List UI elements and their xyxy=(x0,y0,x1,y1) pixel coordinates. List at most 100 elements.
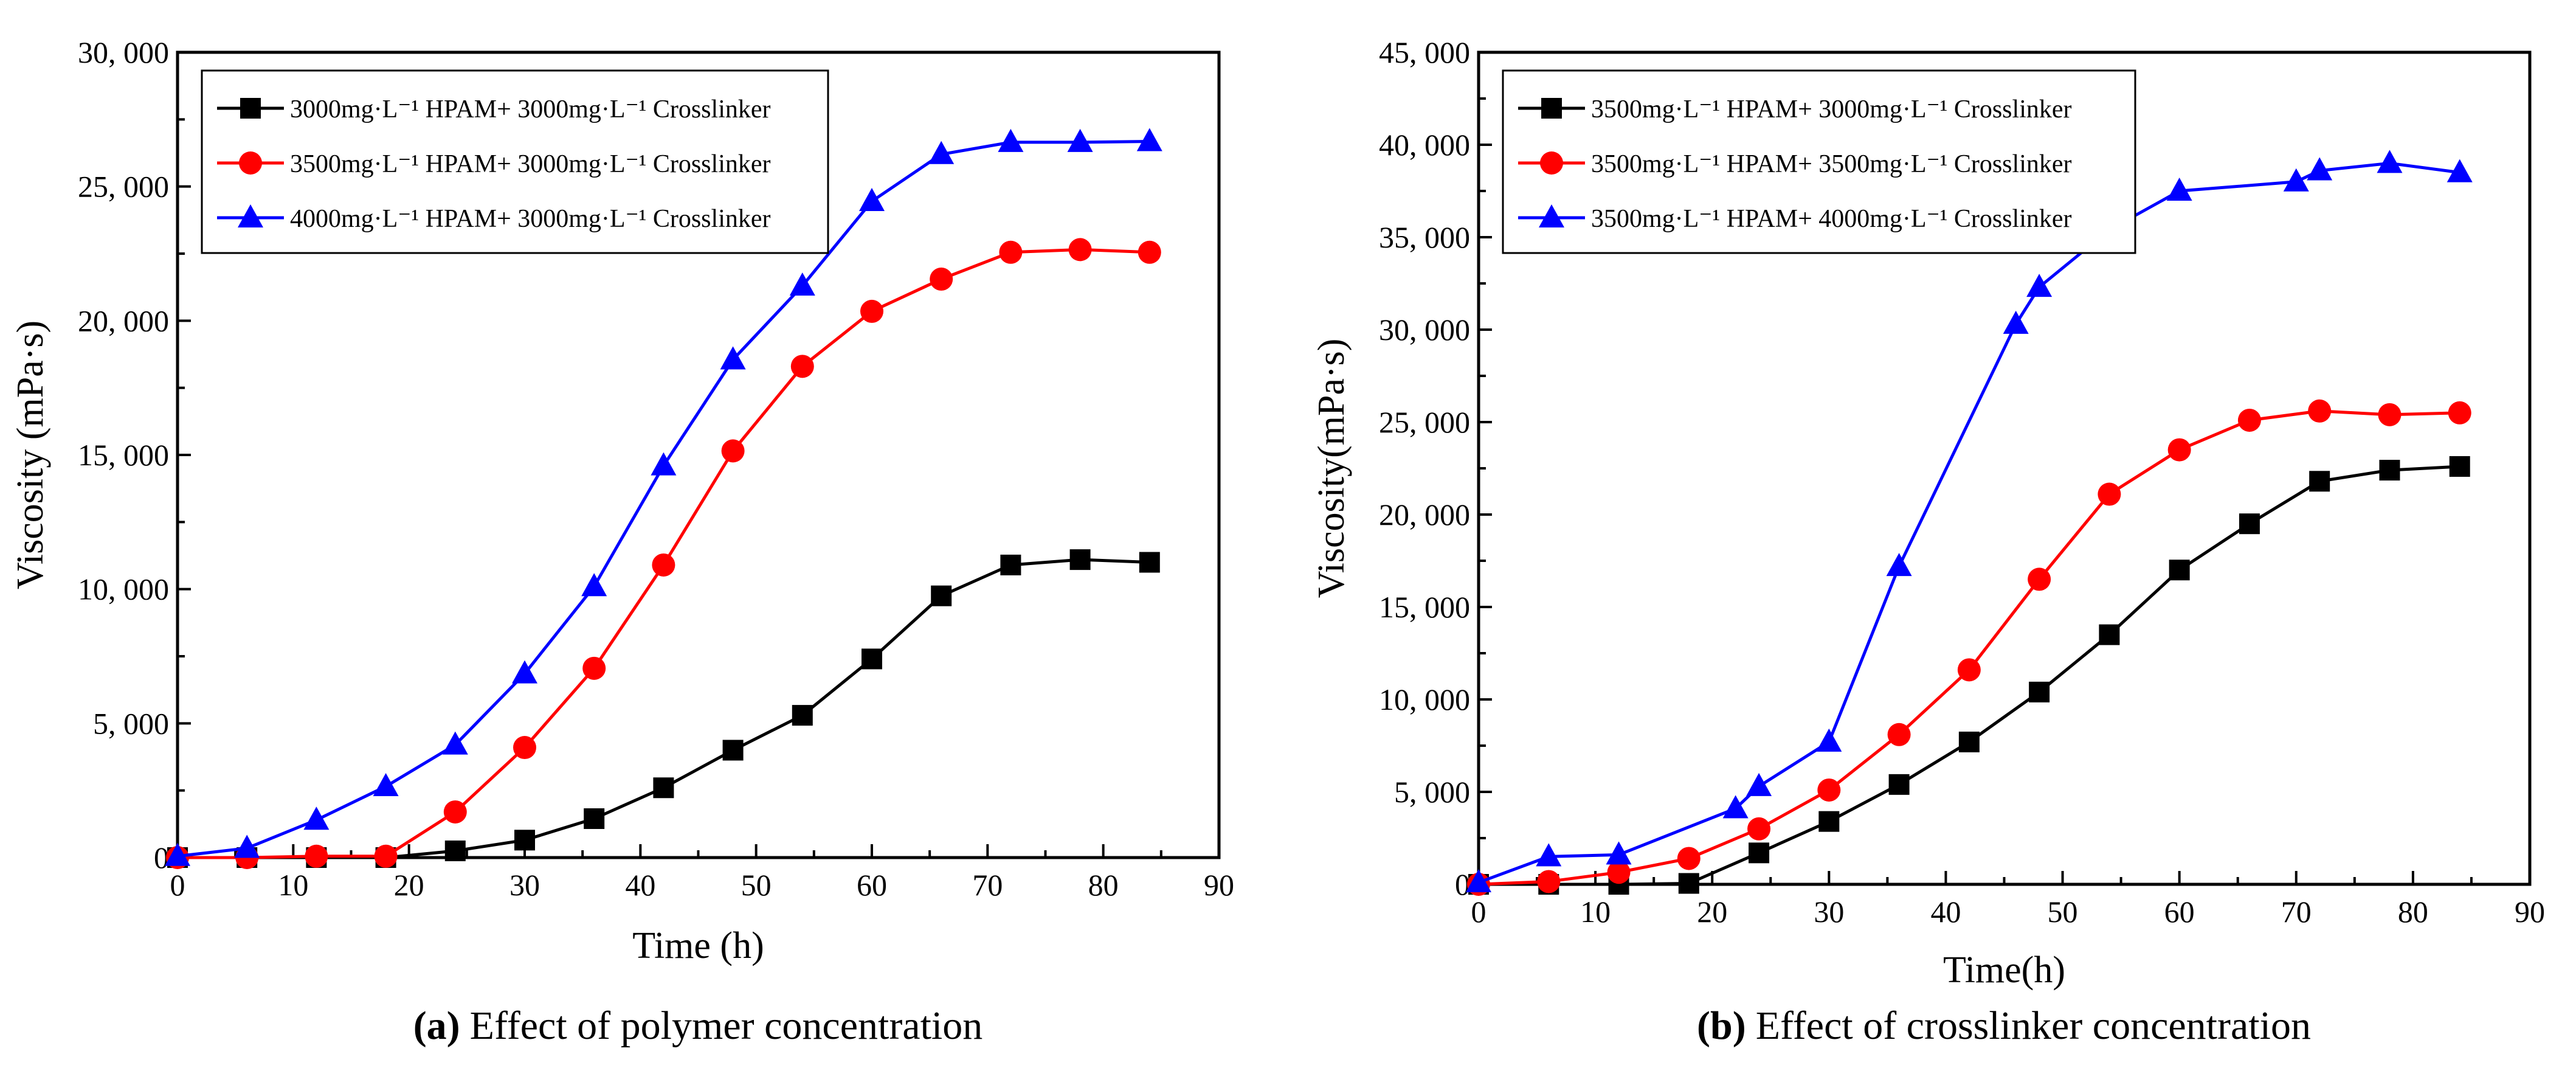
x-tick-label: 90 xyxy=(1204,868,1234,902)
square-marker xyxy=(2239,513,2260,535)
circle-marker xyxy=(1677,847,1701,870)
legend-item: 3500mg·L⁻¹ HPAM+ 3000mg·L⁻¹ Crosslinker xyxy=(217,150,771,178)
y-tick-label: 35, 000 xyxy=(1379,220,1470,254)
legend: 3000mg·L⁻¹ HPAM+ 3000mg·L⁻¹ Crosslinker 3… xyxy=(201,69,829,254)
triangle-marker xyxy=(442,731,468,755)
triangle-marker xyxy=(1536,843,1562,867)
square-marker xyxy=(1069,549,1091,570)
x-axis-title: Time (h) xyxy=(632,925,764,966)
series-circle xyxy=(1467,399,2471,896)
circle-marker xyxy=(721,439,745,463)
square-marker xyxy=(722,740,744,761)
x-tick-label: 0 xyxy=(1471,895,1487,929)
triangle-marker xyxy=(1606,841,1632,865)
triangle-marker xyxy=(512,660,537,684)
figure-caption: (a) Effect of polymer concentration xyxy=(413,1004,983,1048)
x-tick-label: 20 xyxy=(1697,895,1727,929)
circle-marker xyxy=(1957,658,1981,682)
triangle-marker xyxy=(651,452,677,476)
square-marker xyxy=(1888,774,1910,795)
triangle-marker xyxy=(2166,178,2192,201)
circle-marker xyxy=(513,736,536,760)
x-tick-label: 0 xyxy=(170,868,185,902)
triangle-marker xyxy=(238,204,263,227)
square-marker xyxy=(1000,554,1021,575)
y-tick-label: 10, 000 xyxy=(1379,682,1470,716)
y-tick-label: 40, 000 xyxy=(1379,128,1470,162)
x-tick-label: 40 xyxy=(1930,895,1961,929)
y-tick-label: 30, 000 xyxy=(78,35,169,69)
y-tick-label: 25, 000 xyxy=(78,170,169,204)
y-tick-label: 5, 000 xyxy=(93,706,169,740)
series-line xyxy=(1478,161,2460,884)
series-circle xyxy=(166,238,1161,869)
circle-marker xyxy=(305,844,328,868)
triangle-marker xyxy=(1746,772,1772,796)
circle-marker xyxy=(1068,238,1092,262)
triangle-marker xyxy=(165,842,190,866)
y-tick-label: 20, 000 xyxy=(1379,498,1470,532)
legend-box xyxy=(1502,69,2136,254)
circle-marker xyxy=(2028,567,2051,591)
square-marker xyxy=(653,777,674,799)
triangle-marker xyxy=(928,140,955,164)
square-marker xyxy=(584,808,605,830)
legend-item: 3500mg·L⁻¹ HPAM+ 3500mg·L⁻¹ Crosslinker xyxy=(1518,150,2072,178)
circle-marker xyxy=(239,151,262,175)
square-marker xyxy=(2379,460,2400,481)
square-marker xyxy=(1958,731,1980,752)
square-marker xyxy=(792,705,813,726)
circle-marker xyxy=(443,800,467,824)
circle-marker xyxy=(930,267,953,291)
circle-marker xyxy=(2378,403,2402,426)
caption-label: (a) xyxy=(413,1004,460,1048)
series-line xyxy=(178,558,1150,859)
circle-marker xyxy=(1887,723,1911,746)
y-tick-label: 20, 000 xyxy=(78,303,169,338)
caption-text: Effect of polymer concentration xyxy=(470,1004,983,1048)
circle-marker xyxy=(374,844,398,868)
triangle-marker xyxy=(234,834,260,858)
square-marker xyxy=(1818,811,1840,832)
triangle-marker xyxy=(789,272,815,296)
y-tick-label: 5, 000 xyxy=(1394,775,1470,809)
figure-caption: (b) Effect of crosslinker concentration xyxy=(1697,1004,2311,1048)
circle-marker xyxy=(860,299,883,323)
x-tick-label: 30 xyxy=(1814,895,1844,929)
x-tick-label: 30 xyxy=(509,868,540,902)
legend-item: 3500mg·L⁻¹ HPAM+ 3000mg·L⁻¹ Crosslinker xyxy=(1518,95,2072,123)
circle-marker xyxy=(1138,240,1161,264)
circle-marker xyxy=(1607,861,1631,884)
triangle-marker xyxy=(303,806,330,830)
circle-marker xyxy=(1817,778,1841,802)
legend-item: 3500mg·L⁻¹ HPAM+ 4000mg·L⁻¹ Crosslinker xyxy=(1518,204,2072,233)
legend: 3500mg·L⁻¹ HPAM+ 3000mg·L⁻¹ Crosslinker 3… xyxy=(1502,69,2136,254)
x-tick-label: 80 xyxy=(1088,868,1119,902)
circle-marker xyxy=(1747,817,1771,841)
y-tick-label: 25, 000 xyxy=(1379,405,1470,439)
triangle-marker xyxy=(1722,795,1749,819)
square-marker xyxy=(1678,873,1699,894)
caption-text: Effect of crosslinker concentration xyxy=(1756,1004,2311,1048)
triangle-marker xyxy=(859,187,885,211)
square-marker xyxy=(514,830,535,851)
caption-label: (b) xyxy=(1697,1004,1746,1048)
x-tick-label: 10 xyxy=(1580,895,1611,929)
x-tick-label: 90 xyxy=(2515,895,2545,929)
x-tick-label: 70 xyxy=(2281,895,2312,929)
square-marker xyxy=(2169,560,2190,581)
circle-marker xyxy=(2448,401,2471,425)
circle-marker xyxy=(2308,399,2332,423)
y-axis-title: Viscosity (mPa·s) xyxy=(10,321,51,589)
circle-marker xyxy=(2237,408,2261,432)
x-axis-title: Time(h) xyxy=(1943,949,2065,991)
legend-label: 3000mg·L⁻¹ HPAM+ 3000mg·L⁻¹ Crosslinker xyxy=(290,95,771,123)
circle-marker xyxy=(652,553,675,577)
y-tick-label: 15, 000 xyxy=(1379,590,1470,624)
triangle-marker xyxy=(1816,728,1842,752)
circle-marker xyxy=(790,355,814,378)
y-axis-title: Viscosity(mPa·s) xyxy=(1311,339,1352,598)
circle-marker xyxy=(1540,151,1563,175)
